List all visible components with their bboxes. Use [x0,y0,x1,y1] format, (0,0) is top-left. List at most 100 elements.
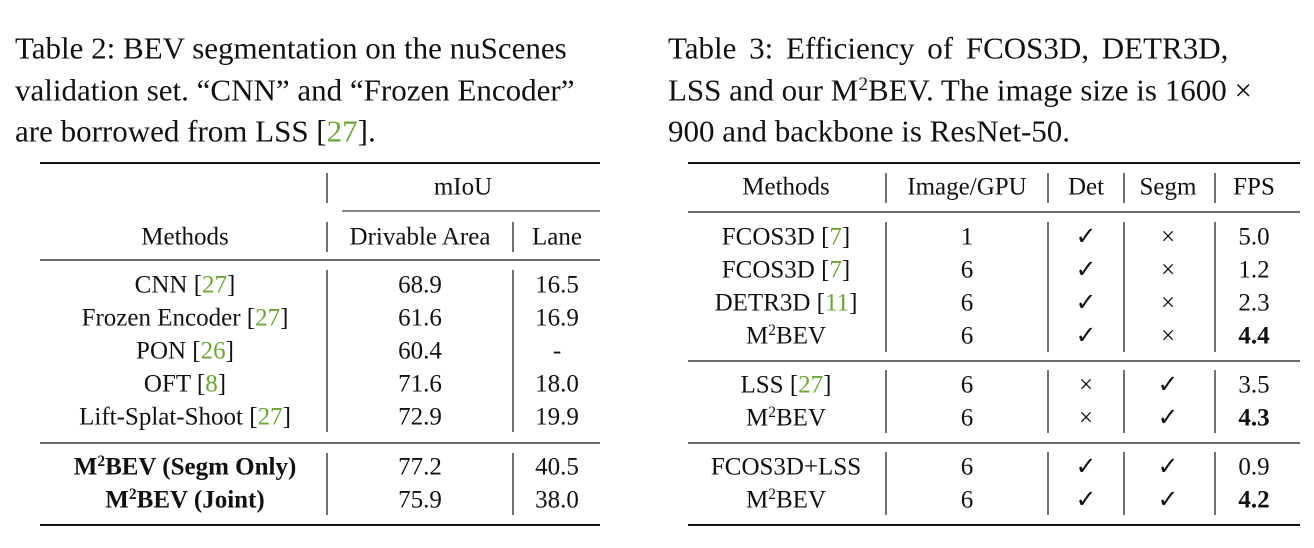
caption-line: are borrowed from LSS [27]. [15,116,376,147]
table-cell: 75.9 [398,486,442,514]
text: M [746,322,769,350]
text: BEV (Joint) [136,486,265,514]
superscript: 2 [97,452,106,470]
table-cell: 71.6 [398,370,442,398]
table-cell: ✓ [1075,486,1097,514]
table-cell: 6 [960,256,974,284]
text: ] [849,289,858,317]
text: Frozen Encoder [ [81,304,256,332]
text: Efficiency of FCOS3D, DETR3D, [773,30,1229,66]
table-cell: 2.3 [1238,289,1270,317]
table-cell: 6 [960,453,974,481]
text: BEV segmentation on the nuScenes [115,30,567,66]
table-cell: 4.4 [1238,322,1270,350]
text: ] [282,403,291,431]
caption-line: 900 and backbone is ResNet-50. [668,116,1070,147]
table-cell: - [552,337,562,365]
text: ]. [357,113,376,149]
method-cell: M2BEV [746,322,826,350]
text: BEV [775,486,826,514]
method-cell: Frozen Encoder [27] [82,306,289,331]
table-cell: 19.9 [535,403,579,431]
table-cell: 5.0 [1238,223,1270,251]
table-cell: Segm [1139,173,1197,201]
text: BEV. The image size is 1600 × [867,72,1252,108]
caption-line: LSS and our M2BEV. The image size is 160… [668,75,1252,106]
text: FCOS3D [ [721,256,830,284]
citation: 27 [798,371,824,399]
text: Table 3: [668,30,774,66]
text: Lift-Splat-Shoot [ [79,403,258,431]
table-cell: × [1078,371,1094,399]
table-cell: Drivable Area [349,223,491,251]
citation: 11 [825,289,850,317]
table-cell: 18.0 [535,370,579,398]
method-cell: PON [26] [136,339,234,364]
superscript: 2 [768,403,776,421]
table-cell: FPS [1233,173,1275,201]
table-cell: Det [1067,173,1105,201]
citation: 27 [326,113,358,149]
table-cell: 6 [960,404,974,432]
group-header: mIoU [433,173,493,201]
table-cell: ✓ [1157,371,1179,399]
method-cell: M2BEV [746,486,826,514]
text: BEV [775,404,826,432]
table-cell: 6 [960,289,974,317]
table-cell: 4.3 [1238,404,1270,432]
table-cell: ✓ [1157,453,1179,481]
table-cell: 72.9 [398,403,442,431]
text: PON [ [136,337,201,365]
table-cell: 6 [960,486,974,514]
method-cell: DETR3D [11] [715,291,858,316]
table-cell: 6 [960,322,974,350]
text: CNN [ [134,271,203,299]
table-cell: ✓ [1157,486,1179,514]
citation: 26 [200,337,226,365]
table-cell: 61.6 [398,304,442,332]
method-cell: LSS [27] [741,373,832,398]
table-cell: Methods [141,223,229,251]
text: ] [227,271,236,299]
table-cell: 40.5 [535,453,579,481]
caption-line: Table 2: BEV segmentation on the nuScene… [15,33,567,64]
table-cell: 38.0 [535,486,579,514]
citation: 8 [205,370,218,398]
table-cell: 4.2 [1238,486,1270,514]
table-cell: × [1160,322,1176,350]
citation: 27 [255,304,281,332]
text: 900 and backbone is ResNet-50. [668,113,1071,149]
method-cell: M2BEV (Segm Only) [74,452,297,480]
method-cell: OFT [8] [144,372,226,397]
superscript: 2 [128,485,137,503]
table-cell: × [1160,223,1176,251]
table-cell: 16.9 [535,304,579,332]
table-cell: × [1160,256,1176,284]
method-cell: M2BEV (Joint) [105,485,265,514]
table-cell: ✓ [1075,322,1097,350]
method-cell: M2BEV [746,403,826,432]
text: M [105,486,129,514]
table-cell: 1.2 [1238,256,1270,284]
text: validation set. “CNN” and “Frozen Encode… [15,72,575,108]
table-cell: ✓ [1075,223,1097,251]
table-cell: 16.5 [535,271,579,299]
text: OFT [ [143,370,206,398]
text: ] [217,370,227,398]
table-cell: Methods [742,173,830,201]
table-cell: 60.4 [398,337,442,365]
text: ] [841,223,851,251]
citation: 7 [829,256,842,284]
text: DETR3D [ [714,289,825,317]
text: are borrowed from LSS [ [15,113,327,149]
caption-line: validation set. “CNN” and “Frozen Encode… [15,75,575,106]
text: FCOS3D+LSS [710,453,862,481]
table-cell: ✓ [1075,256,1097,284]
text: ] [225,337,234,365]
text: ] [280,304,289,332]
text: M [746,404,769,432]
table-cell: 0.9 [1238,453,1270,481]
text: ] [823,371,832,399]
